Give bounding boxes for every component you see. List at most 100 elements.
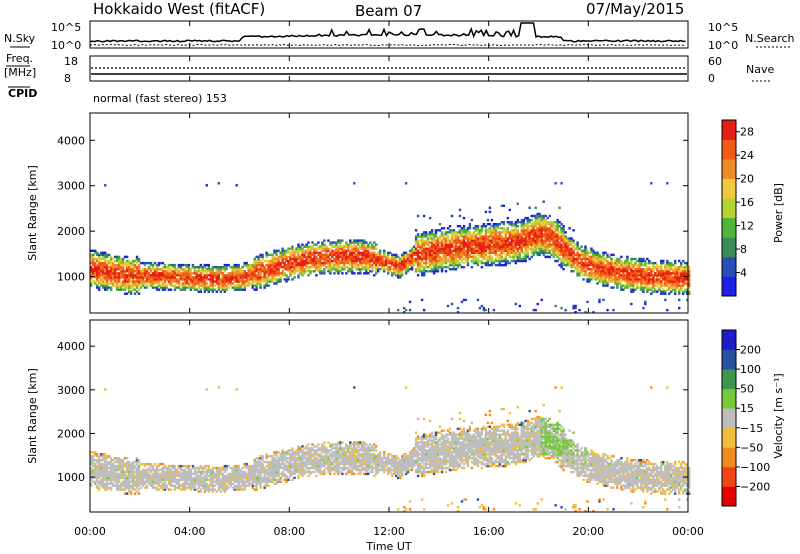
power-cell — [578, 257, 581, 261]
power-cell — [524, 225, 527, 228]
power-cell — [500, 253, 503, 257]
power-cell — [90, 261, 93, 265]
power-cell — [389, 268, 392, 271]
power-cell — [544, 237, 547, 240]
power-cell — [626, 280, 629, 283]
power-cell — [574, 259, 577, 263]
power-cell — [171, 263, 175, 267]
power-cell — [416, 270, 420, 273]
velocity-cell — [151, 468, 155, 472]
velocity-cell — [169, 474, 173, 478]
power-cell — [181, 288, 185, 291]
power-cell — [335, 245, 338, 248]
power-cell — [149, 280, 153, 283]
velocity-cell — [143, 462, 147, 466]
power-cell — [458, 243, 462, 246]
power-cell — [486, 255, 490, 259]
power-cell — [580, 263, 583, 267]
power-cell — [375, 253, 378, 257]
power-cell — [113, 272, 117, 275]
power-cell — [520, 223, 523, 226]
velocity-cell — [173, 474, 177, 478]
power-cell — [98, 263, 101, 267]
power-cell — [331, 266, 334, 269]
power-cell — [291, 245, 294, 248]
power-cell — [327, 263, 330, 267]
power-cell — [111, 270, 115, 273]
power-cell — [227, 272, 230, 275]
power-cell — [454, 247, 458, 250]
power-cell — [377, 259, 380, 263]
power-cell — [536, 241, 539, 244]
velocity-cell — [96, 470, 99, 474]
power-cell — [199, 263, 202, 267]
power-cell — [620, 274, 623, 277]
power-cell — [271, 280, 274, 283]
velocity-cell — [100, 470, 103, 474]
power-cell — [590, 270, 593, 273]
power-cell — [552, 237, 555, 240]
power-cell — [452, 261, 456, 265]
power-cell — [201, 276, 204, 279]
velocity-cell — [135, 484, 139, 487]
power-cell — [676, 272, 679, 275]
power-cell — [548, 239, 551, 242]
power-cell — [171, 270, 175, 273]
power-cell — [622, 272, 625, 275]
velocity-cell — [113, 464, 117, 468]
velocity-cell — [102, 455, 105, 458]
power-cell — [155, 270, 159, 273]
power-cell — [203, 278, 206, 281]
velocity-cell — [187, 468, 191, 472]
power-cell — [486, 239, 490, 242]
power-cell — [349, 261, 352, 265]
power-cell — [143, 272, 147, 275]
power-cell — [518, 251, 521, 254]
power-cell — [94, 266, 97, 269]
power-cell — [630, 257, 633, 261]
power-cell — [678, 298, 681, 302]
power-cell — [518, 233, 521, 236]
power-cell — [209, 270, 212, 273]
power-cell — [508, 241, 511, 244]
power-cell — [554, 233, 557, 236]
power-cell — [291, 270, 294, 273]
power-cell — [650, 261, 653, 265]
power-cell — [672, 282, 675, 285]
power-cell — [494, 247, 497, 250]
power-cell — [102, 274, 105, 277]
power-cell — [107, 274, 111, 277]
power-cell — [181, 284, 185, 287]
power-cell — [502, 263, 505, 267]
power-cell — [650, 280, 653, 283]
power-cell — [502, 227, 505, 230]
power-cell — [632, 290, 635, 293]
power-cell — [472, 235, 476, 238]
velocity-cell — [90, 484, 93, 487]
power-cell — [528, 247, 531, 250]
velocity-cell — [96, 472, 99, 476]
power-cell — [642, 286, 645, 289]
colorbar-swatch — [722, 159, 736, 179]
power-cell — [367, 268, 370, 271]
power-cell — [339, 245, 342, 248]
power-cell — [536, 214, 539, 218]
power-cell — [432, 257, 436, 261]
power-cell — [444, 261, 448, 265]
power-cell — [104, 270, 107, 273]
power-cell — [231, 282, 234, 285]
power-cell — [201, 284, 204, 287]
power-cell — [660, 266, 663, 269]
power-cell — [203, 274, 206, 277]
power-cell — [582, 270, 585, 273]
power-cell — [197, 290, 200, 293]
power-cell — [510, 247, 513, 250]
velocity-cell — [203, 470, 206, 474]
power-cell — [562, 255, 565, 259]
power-cell — [209, 268, 212, 271]
power-cell — [626, 263, 629, 267]
nave-label: Nave — [746, 63, 774, 76]
power-cell — [149, 261, 153, 265]
power-cell — [480, 255, 484, 259]
velocity-cell — [98, 457, 101, 460]
